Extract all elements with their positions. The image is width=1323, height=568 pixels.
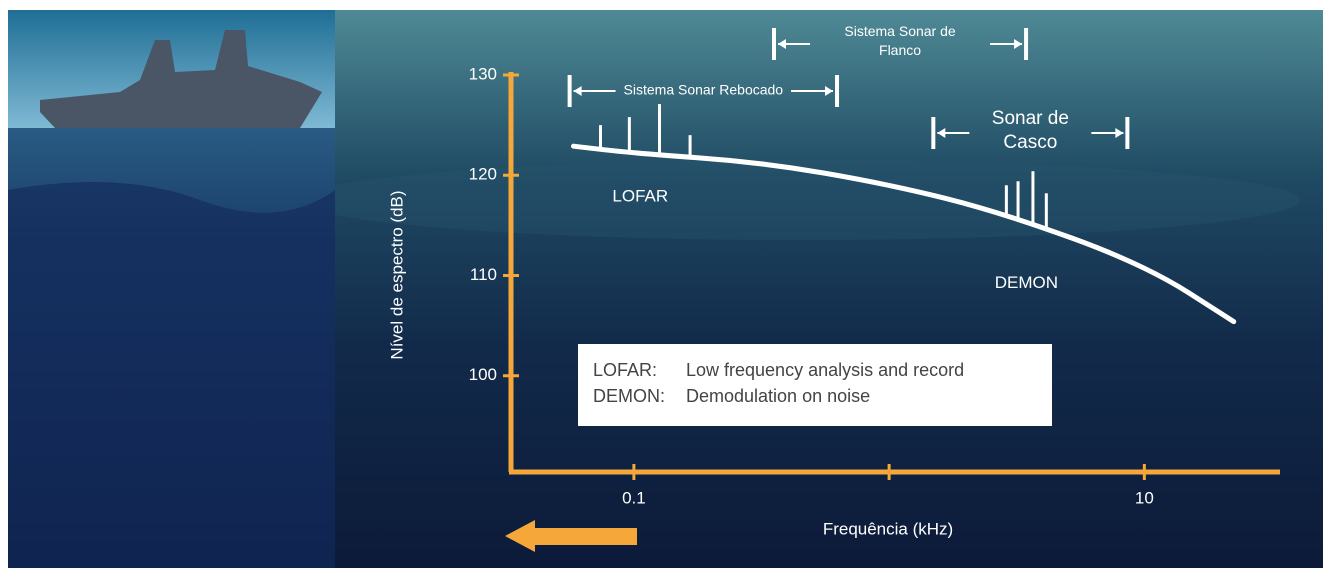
y-tick-label: 120 [469, 165, 497, 184]
x-axis-label: Frequência (kHz) [823, 519, 953, 538]
legend-definition: Low frequency analysis and record [686, 360, 964, 380]
range-label: Sonar de [992, 108, 1069, 129]
spike-label: LOFAR [612, 187, 668, 206]
x-tick-label: 10 [1135, 488, 1154, 507]
legend-definition: Demodulation on noise [686, 386, 870, 406]
legend-term: DEMON: [593, 386, 665, 406]
chart: Nível de espectro (dB) Frequência (kHz) … [0, 0, 1323, 568]
background [335, 10, 1323, 568]
ship-photo [8, 10, 335, 568]
wave [300, 160, 1300, 240]
y-tick-label: 100 [469, 365, 497, 384]
y-axis-label: Nível de espectro (dB) [387, 190, 406, 359]
spike-label: DEMON [995, 273, 1058, 292]
y-tick-label: 110 [470, 265, 497, 284]
range-label: Flanco [879, 42, 921, 58]
range-label: Sistema Sonar Rebocado [624, 82, 784, 98]
x-tick-label: 0.1 [622, 488, 646, 507]
range-label: Casco [1003, 132, 1057, 153]
y-tick-label: 130 [469, 64, 497, 83]
range-label: Sistema Sonar de [844, 23, 955, 39]
legend-term: LOFAR: [593, 360, 657, 380]
